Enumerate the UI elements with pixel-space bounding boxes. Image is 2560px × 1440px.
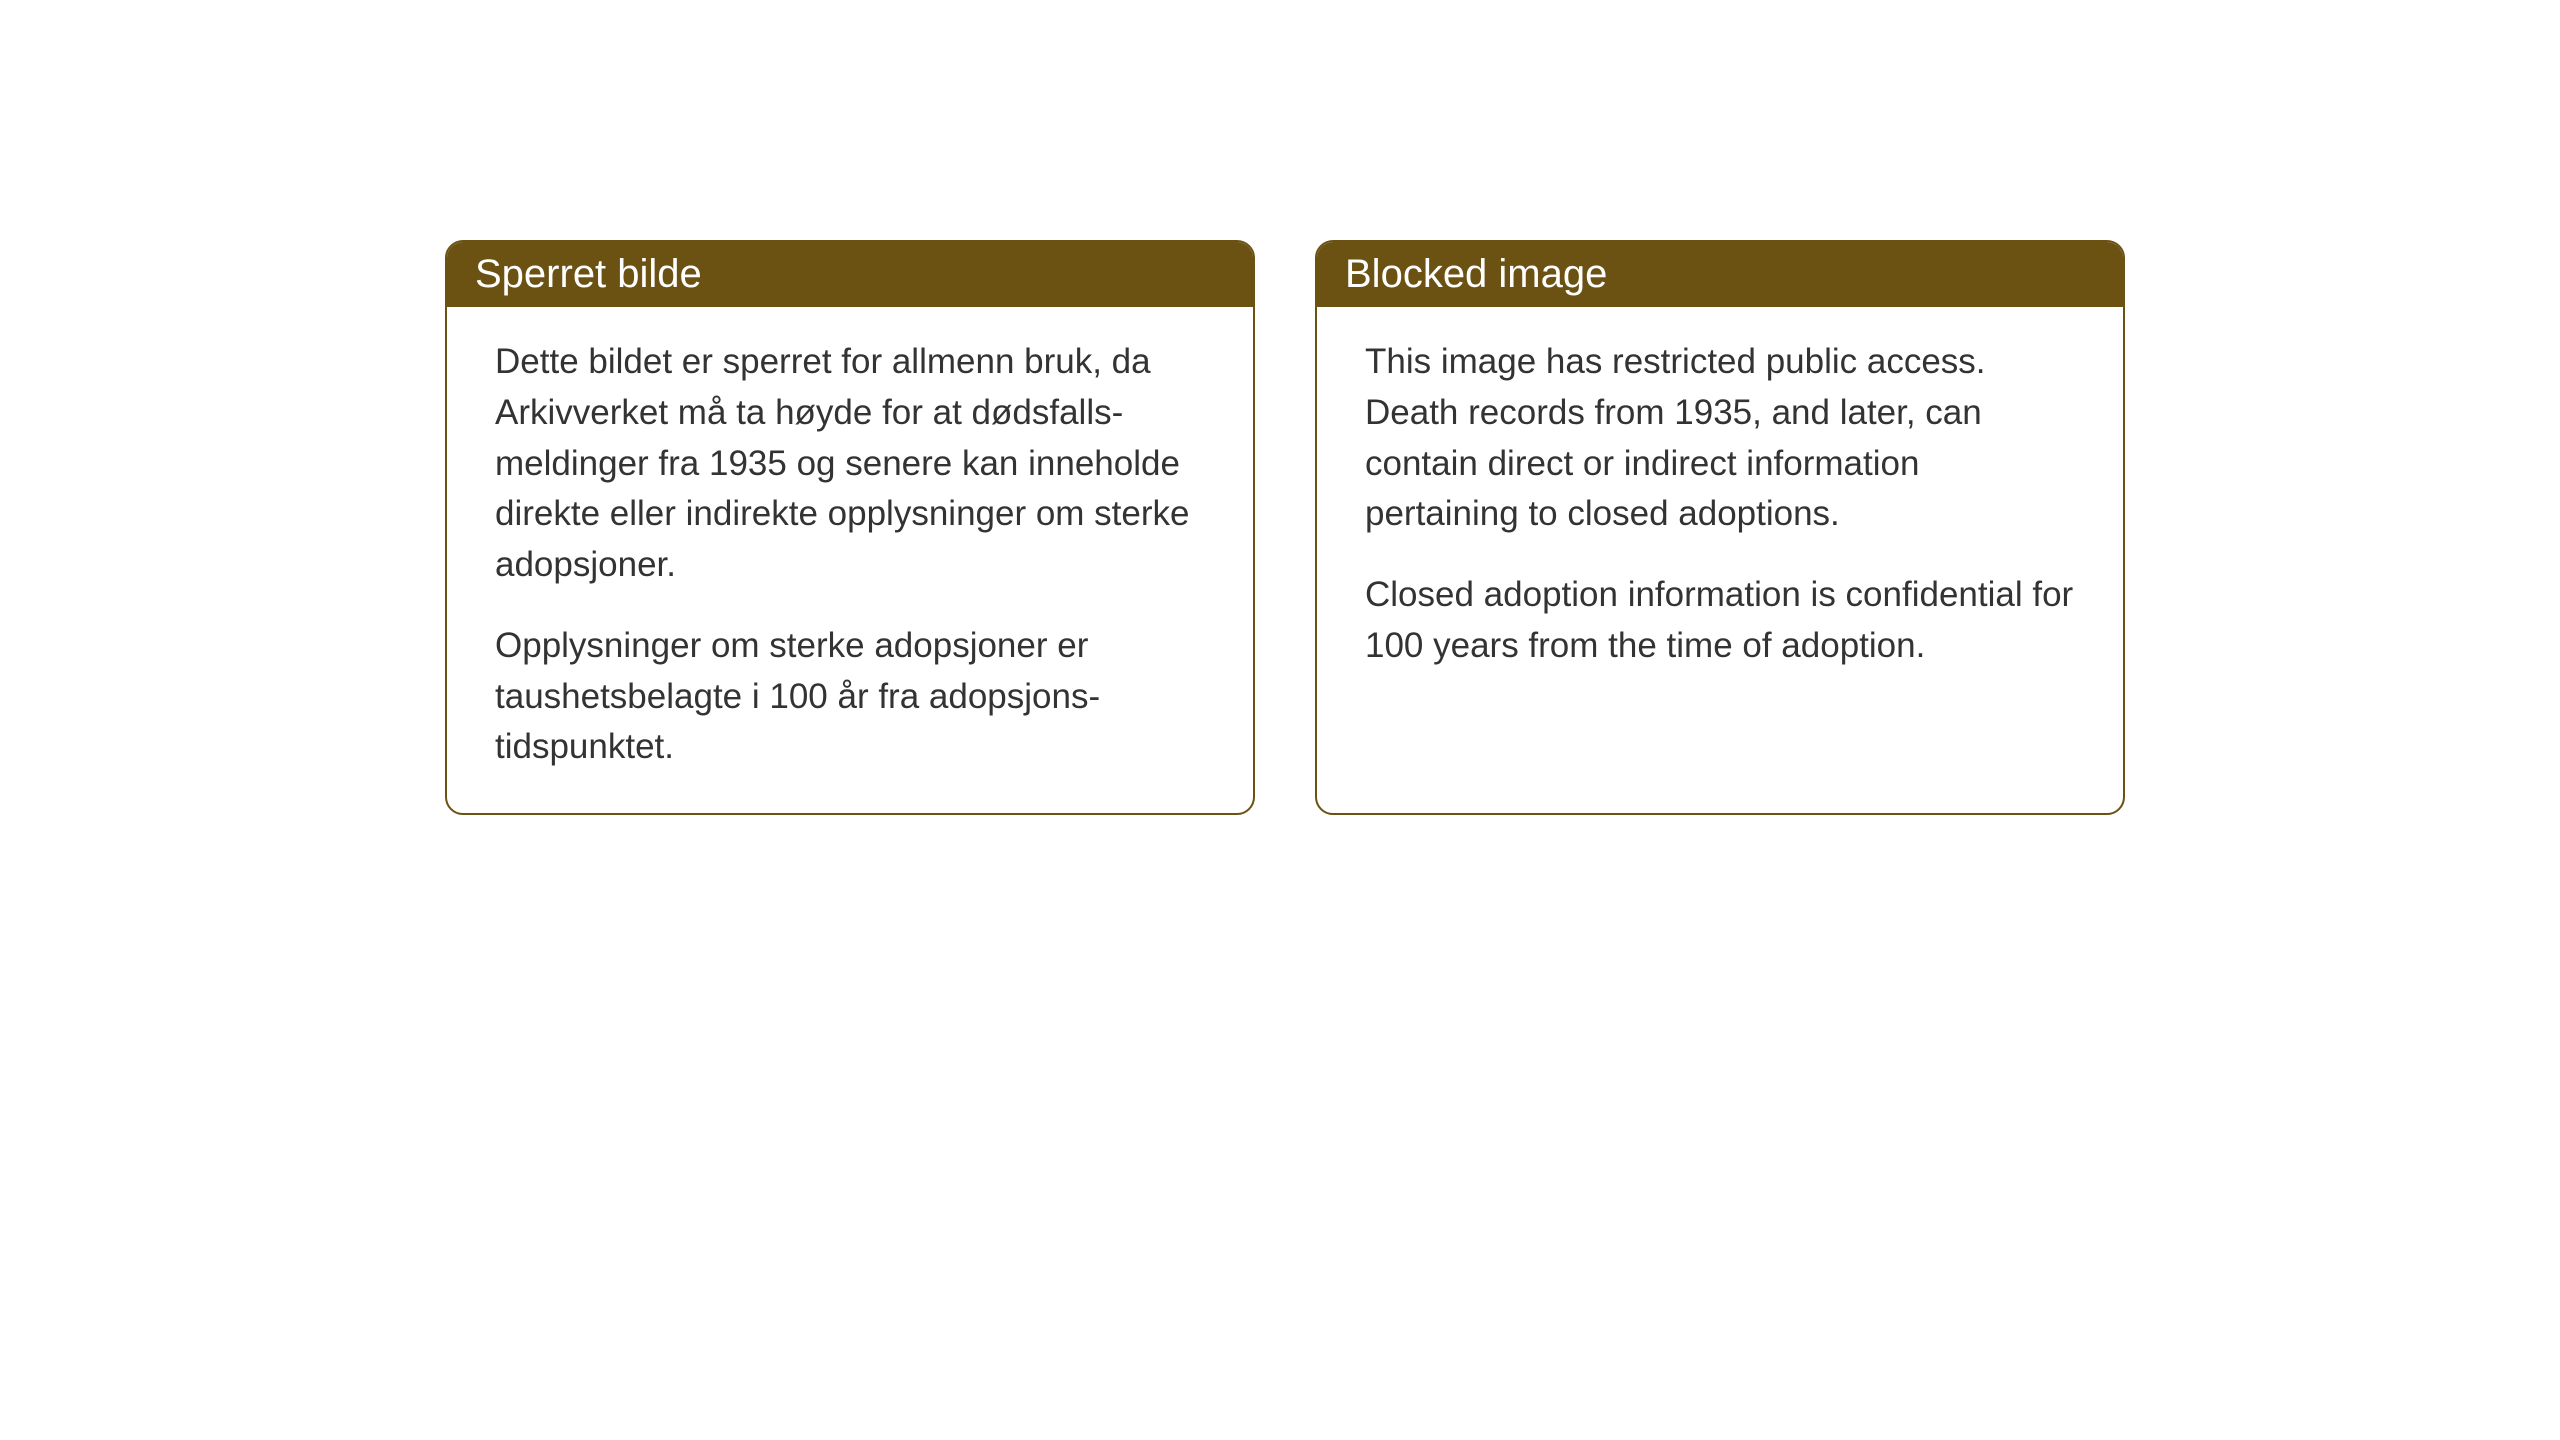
english-info-card: Blocked image This image has restricted … <box>1315 240 2125 815</box>
norwegian-info-card: Sperret bilde Dette bildet er sperret fo… <box>445 240 1255 815</box>
norwegian-paragraph-1: Dette bildet er sperret for allmenn bruk… <box>495 337 1205 591</box>
info-cards-container: Sperret bilde Dette bildet er sperret fo… <box>445 240 2125 815</box>
english-paragraph-2: Closed adoption information is confident… <box>1365 570 2075 672</box>
norwegian-card-body: Dette bildet er sperret for allmenn bruk… <box>447 307 1253 813</box>
norwegian-card-title: Sperret bilde <box>447 242 1253 307</box>
norwegian-paragraph-2: Opplysninger om sterke adopsjoner er tau… <box>495 621 1205 773</box>
english-card-title: Blocked image <box>1317 242 2123 307</box>
english-card-body: This image has restricted public access.… <box>1317 307 2123 712</box>
english-paragraph-1: This image has restricted public access.… <box>1365 337 2075 540</box>
